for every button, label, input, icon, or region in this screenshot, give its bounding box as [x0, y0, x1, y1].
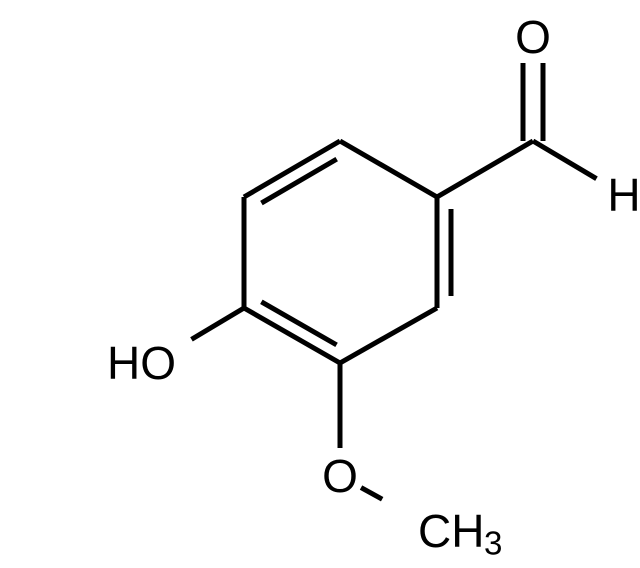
atom-label-c11-sub: 3 [484, 525, 502, 562]
atom-label-o12: HO [107, 337, 176, 389]
atom-label-h9: H [607, 169, 640, 221]
atom-label-o10: O [322, 450, 358, 502]
vanillin-structure: OHOCH3HO [0, 0, 640, 568]
atom-label-o8: O [515, 11, 551, 63]
atom-label-c11: CH [418, 505, 484, 557]
